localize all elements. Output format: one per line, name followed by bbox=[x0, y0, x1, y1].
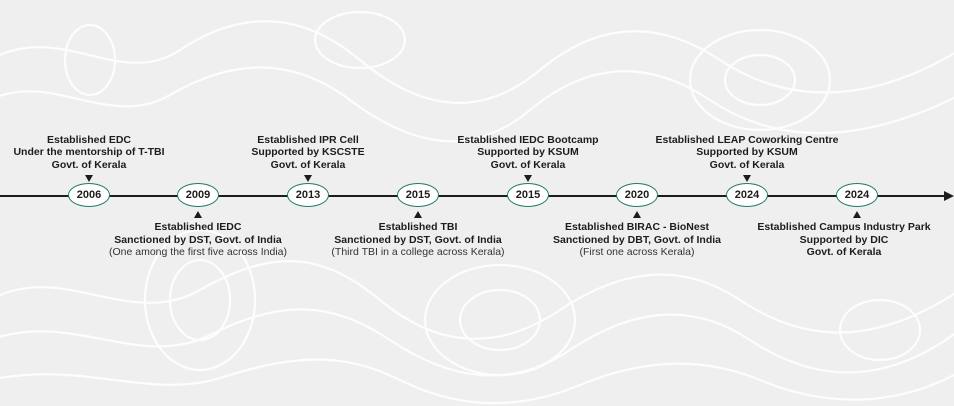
year-node: 2015 bbox=[507, 183, 549, 207]
year-label: 2006 bbox=[76, 189, 102, 201]
pointer-up-icon bbox=[853, 211, 861, 218]
event-line: Established BIRAC - BioNest bbox=[564, 221, 710, 233]
year-label: 2024 bbox=[734, 189, 760, 201]
event-label: Established IPR Cell Supported by KSCSTE… bbox=[188, 134, 428, 172]
pointer-down-icon bbox=[85, 175, 93, 182]
year-label: 2009 bbox=[185, 189, 211, 201]
event-label: Established Campus Industry Park Support… bbox=[737, 221, 951, 259]
timeline-axis bbox=[0, 195, 946, 197]
year-node: 2006 bbox=[68, 183, 110, 207]
event-line: Supported by DIC bbox=[799, 233, 889, 246]
event-note: (First one across Kerala) bbox=[579, 246, 695, 258]
timeline-arrowhead bbox=[944, 191, 954, 201]
event-line: Govt. of Kerala bbox=[490, 158, 566, 171]
year-label: 2024 bbox=[844, 189, 870, 201]
event-line: Supported by KSUM bbox=[477, 146, 579, 158]
event-line: Established LEAP Coworking Centre bbox=[655, 133, 839, 146]
event-line: Established IPR Cell bbox=[257, 133, 359, 146]
event-line: Established IEDC bbox=[154, 221, 242, 233]
event-line: Established EDC bbox=[46, 133, 132, 146]
event-label: Established IEDC Sanctioned by DST, Govt… bbox=[78, 221, 318, 259]
year-label: 2020 bbox=[624, 189, 650, 201]
event-note: (One among the first five across India) bbox=[109, 246, 287, 258]
pointer-up-icon bbox=[194, 211, 202, 218]
event-line: Established TBI bbox=[378, 221, 458, 233]
event-line: Sanctioned by DST, Govt. of India bbox=[334, 233, 502, 246]
year-node: 2020 bbox=[616, 183, 658, 207]
event-label: Established EDC Under the mentorship of … bbox=[0, 134, 209, 172]
event-line: Established IEDC Bootcamp bbox=[457, 133, 599, 146]
pointer-up-icon bbox=[633, 211, 641, 218]
year-node: 2024 bbox=[836, 183, 878, 207]
event-line: Supported by KSUM bbox=[696, 146, 798, 158]
year-node: 2024 bbox=[726, 183, 768, 207]
year-node: 2009 bbox=[177, 183, 219, 207]
event-line: Under the mentorship of T-TBI bbox=[13, 146, 165, 158]
event-line: Established Campus Industry Park bbox=[757, 221, 931, 233]
event-note: (Third TBI in a college across Kerala) bbox=[331, 246, 505, 258]
event-line: Sanctioned by DST, Govt. of India bbox=[114, 233, 282, 246]
event-label: Established IEDC Bootcamp Supported by K… bbox=[408, 134, 648, 172]
event-line: Govt. of Kerala bbox=[270, 158, 346, 171]
year-label: 2015 bbox=[405, 189, 431, 201]
pointer-up-icon bbox=[414, 211, 422, 218]
event-line: Supported by KSCSTE bbox=[251, 146, 365, 158]
year-node: 2015 bbox=[397, 183, 439, 207]
event-line: Govt. of Kerala bbox=[709, 158, 785, 171]
event-line: Sanctioned by DBT, Govt. of India bbox=[552, 233, 721, 246]
pointer-down-icon bbox=[743, 175, 751, 182]
event-line: Govt. of Kerala bbox=[806, 246, 882, 258]
year-label: 2013 bbox=[295, 189, 321, 201]
year-node: 2013 bbox=[287, 183, 329, 207]
pointer-down-icon bbox=[304, 175, 312, 182]
year-label: 2015 bbox=[515, 189, 541, 201]
event-label: Established LEAP Coworking Centre Suppor… bbox=[627, 134, 867, 172]
event-line: Govt. of Kerala bbox=[51, 158, 127, 171]
event-label: Established TBI Sanctioned by DST, Govt.… bbox=[298, 221, 538, 259]
pointer-down-icon bbox=[524, 175, 532, 182]
event-label: Established BIRAC - BioNest Sanctioned b… bbox=[517, 221, 757, 259]
